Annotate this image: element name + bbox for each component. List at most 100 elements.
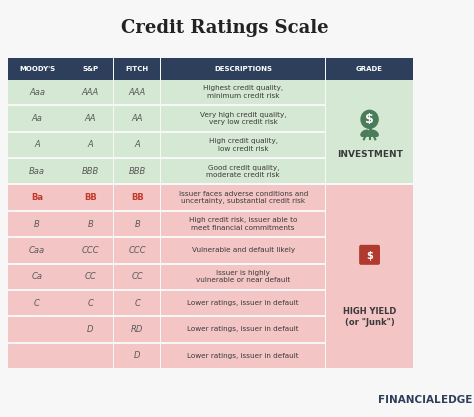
Text: BB: BB [84,193,97,202]
Text: Ba: Ba [31,193,43,202]
Text: High credit risk, issuer able to
meet financial commitments: High credit risk, issuer able to meet fi… [189,217,297,231]
Text: B: B [135,219,140,229]
Bar [114,80,160,104]
Bar [161,133,325,157]
Bar [67,264,113,289]
Bar [114,344,160,368]
Bar [326,133,413,157]
Bar [8,186,66,210]
Bar [326,317,413,342]
Bar [161,186,325,210]
Text: C: C [135,299,140,308]
Bar [326,106,413,131]
Bar [114,264,160,289]
Bar [8,58,66,80]
Bar [161,58,325,80]
Text: Caa: Caa [29,246,45,255]
Text: CC: CC [131,272,143,281]
Bar [161,264,325,289]
Text: Vulnerable and default likely: Vulnerable and default likely [191,247,295,254]
Text: Very high credit quality,
very low credit risk: Very high credit quality, very low credi… [200,112,286,125]
Bar [8,238,66,263]
Text: AAA: AAA [82,88,99,97]
Text: Good credit quality,
moderate credit risk: Good credit quality, moderate credit ris… [206,165,280,178]
Bar [326,238,413,263]
FancyBboxPatch shape [359,245,380,265]
Bar [67,212,113,236]
Bar [114,186,160,210]
Text: FINANCIAL: FINANCIAL [378,395,440,405]
Text: FITCH: FITCH [126,66,149,72]
Text: BBB: BBB [82,167,99,176]
Bar [326,186,413,210]
Text: Credit Ratings Scale: Credit Ratings Scale [121,19,328,37]
Bar [8,133,66,157]
Bar [67,133,113,157]
Bar [8,264,66,289]
Text: INVESTMENT: INVESTMENT [337,150,402,159]
Bar [8,212,66,236]
Text: CCC: CCC [128,246,146,255]
Text: B: B [34,219,40,229]
Circle shape [361,111,378,128]
Bar [67,238,113,263]
Text: Aaa: Aaa [29,88,45,97]
Bar [8,344,66,368]
Text: Lower ratings, issuer in default: Lower ratings, issuer in default [187,300,299,306]
Text: BB: BB [131,193,144,202]
Text: $: $ [365,113,374,126]
Text: HIGH YIELD
(or "Junk"): HIGH YIELD (or "Junk") [343,307,396,327]
Text: Aa: Aa [32,114,43,123]
Text: S&P: S&P [82,66,99,72]
Bar [326,159,413,183]
Text: High credit quality,
low credit risk: High credit quality, low credit risk [209,138,278,152]
Bar [326,212,413,236]
Text: DESCRIPTIONS: DESCRIPTIONS [214,66,272,72]
Bar [161,344,325,368]
Text: MOODY'S: MOODY'S [19,66,55,72]
Bar [67,106,113,131]
Text: A: A [135,141,140,149]
Text: RD: RD [131,325,144,334]
Bar [161,291,325,315]
Text: $: $ [366,251,373,261]
Bar [67,159,113,183]
Text: GRADE: GRADE [356,66,383,72]
Text: Lower ratings, issuer in default: Lower ratings, issuer in default [187,327,299,332]
Bar [67,186,113,210]
Bar [114,212,160,236]
Text: C: C [88,299,93,308]
Bar [67,344,113,368]
Text: CC: CC [84,272,96,281]
Bar [326,344,413,368]
Text: C: C [34,299,40,308]
Text: AA: AA [85,114,96,123]
Text: B: B [88,219,93,229]
Bar [161,159,325,183]
Bar [161,106,325,131]
Text: Highest credit quality,
minimum credit risk: Highest credit quality, minimum credit r… [203,85,283,99]
Ellipse shape [361,130,369,136]
Bar [161,80,325,104]
Bar [161,317,325,342]
Bar [114,106,160,131]
Text: Baa: Baa [29,167,45,176]
Ellipse shape [370,130,378,136]
Bar [326,264,413,289]
Bar [114,159,160,183]
Bar [326,186,413,368]
Text: D: D [134,351,141,360]
Bar [326,80,413,183]
Text: AAA: AAA [129,88,146,97]
Text: Issuer is highly
vulnerable or near default: Issuer is highly vulnerable or near defa… [196,270,291,284]
Bar [326,58,413,80]
Text: BBB: BBB [129,167,146,176]
Text: Ca: Ca [32,272,43,281]
Bar [8,291,66,315]
Bar [8,159,66,183]
Text: A: A [88,141,93,149]
Bar [161,212,325,236]
Text: CCC: CCC [82,246,99,255]
Bar [67,80,113,104]
Text: A: A [34,141,40,149]
